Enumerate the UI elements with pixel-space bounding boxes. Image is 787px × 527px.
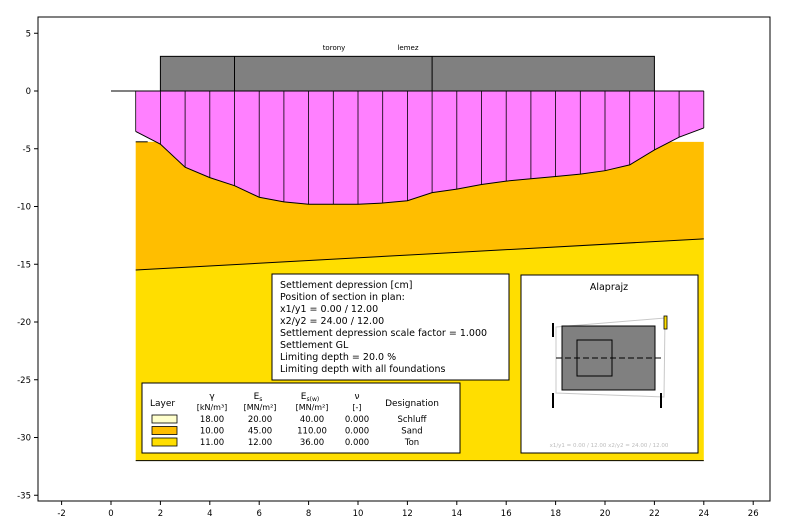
structure-label-torony: torony: [323, 44, 346, 52]
foundation-footing: [159, 55, 655, 92]
legend-header-gamma: γ: [209, 392, 215, 402]
legend-cell: 18.00: [200, 415, 224, 425]
legend-cell: Ton: [404, 438, 419, 448]
y-tick-label: -15: [17, 260, 31, 270]
legend-cell: 36.00: [300, 438, 324, 448]
y-tick-label: 5: [26, 29, 31, 39]
x-tick-label: 12: [402, 509, 413, 519]
legend-cell: 0.000: [345, 415, 369, 425]
info-line: Limiting depth with all foundations: [280, 364, 445, 375]
plot-frame: [37, 16, 771, 502]
legend-swatch: [151, 437, 178, 447]
legend-cell: 10.00: [200, 427, 224, 437]
x-tick-label: 10: [353, 509, 364, 519]
info-line: Settlement depression [cm]: [280, 280, 412, 291]
legend-cell: 110.00: [297, 427, 327, 437]
legend-header-designation: Designation: [385, 399, 439, 409]
legend-header-nu-unit: [-]: [352, 403, 361, 412]
legend-cell: Sand: [401, 427, 422, 437]
x-tick-label: 24: [698, 509, 709, 519]
info-box: Settlement depression [cm] Position of s…: [271, 273, 510, 381]
legend-header-gamma-unit: [kN/m³]: [197, 403, 228, 412]
plan-view-title: Alaprajz: [590, 282, 628, 293]
legend-cell: 12.00: [248, 438, 272, 448]
plan-outline: [555, 317, 666, 398]
x-tick-label: 0: [108, 509, 113, 519]
x-tick-label: 26: [748, 509, 759, 519]
legend-cell: Schluff: [397, 415, 427, 425]
y-tick-label: -25: [17, 376, 31, 386]
legend-header-es-unit: [MN/m²]: [244, 403, 277, 412]
legend-header-esw: Es(w): [301, 392, 319, 403]
x-tick-label: 18: [550, 509, 561, 519]
layer-legend-table: Layer γ [kN/m³] Es [MN/m²] Es(w) [MN/m²]…: [141, 382, 461, 454]
y-tick-label: -30: [17, 434, 31, 444]
legend-header-es: Es: [254, 392, 263, 403]
plan-view-inset: Alaprajz x1/y1 = 0.00 / 12.00 x2/y2 = 24…: [520, 274, 699, 454]
plan-corner-marker-yellow: [663, 315, 668, 330]
x-tick-label: 4: [207, 509, 212, 519]
legend-cell: 11.00: [200, 438, 224, 448]
legend-header-nu: ν: [354, 392, 359, 402]
y-tick-label: 0: [26, 87, 31, 97]
y-tick-label: -20: [17, 318, 31, 328]
y-axis: 5 0 -5 -10 -15 -20 -25 -30 -35: [17, 29, 38, 501]
info-line: x1/y1 = 0.00 / 12.00: [280, 304, 378, 315]
foundation-structure: torony lemez: [111, 44, 655, 92]
info-line: Settlement GL: [280, 340, 349, 351]
x-tick-label: 6: [256, 509, 261, 519]
legend-cell: 45.00: [248, 427, 272, 437]
legend-cell: 20.00: [248, 415, 272, 425]
y-tick-label: -10: [17, 203, 31, 213]
legend-rows: 18.00 20.00 40.00 0.000 Schluff 10.00 45.00 110…: [151, 414, 428, 448]
info-line: Limiting depth = 20.0 %: [280, 352, 396, 363]
x-tick-label: -2: [57, 509, 65, 519]
layer-boundary-line: [135, 238, 704, 271]
legend-swatch: [151, 414, 178, 424]
x-tick-label: 16: [501, 509, 512, 519]
legend-header-layer: Layer: [150, 399, 175, 409]
x-tick-label: 22: [649, 509, 660, 519]
plan-view-caption: x1/y1 = 0.00 / 12.00 x2/y2 = 24.00 / 12.…: [550, 443, 669, 449]
x-tick-label: 8: [306, 509, 311, 519]
legend-swatch: [151, 426, 178, 435]
legend-header-esw-unit: [MN/m²]: [296, 403, 329, 412]
x-tick-label: 20: [600, 509, 611, 519]
y-tick-label: -5: [23, 145, 31, 155]
structure-label-lemez: lemez: [397, 44, 418, 52]
x-axis: -2 0 2 4 6 8 10 12 14 16 18 20 22 24 26: [57, 501, 759, 519]
x-tick-label: 2: [158, 509, 163, 519]
x-tick-label: 14: [451, 509, 462, 519]
info-line: Settlement depression scale factor = 1.0…: [280, 328, 487, 339]
legend-cell: 40.00: [300, 415, 324, 425]
depression-curve: [135, 127, 704, 205]
settlement-depression: [135, 90, 705, 205]
legend-cell: 0.000: [345, 427, 369, 437]
info-line: x2/y2 = 24.00 / 12.00: [280, 316, 384, 327]
info-line: Position of section in plan:: [280, 292, 405, 303]
legend-cell: 0.000: [345, 438, 369, 448]
y-tick-label: -35: [17, 491, 31, 501]
